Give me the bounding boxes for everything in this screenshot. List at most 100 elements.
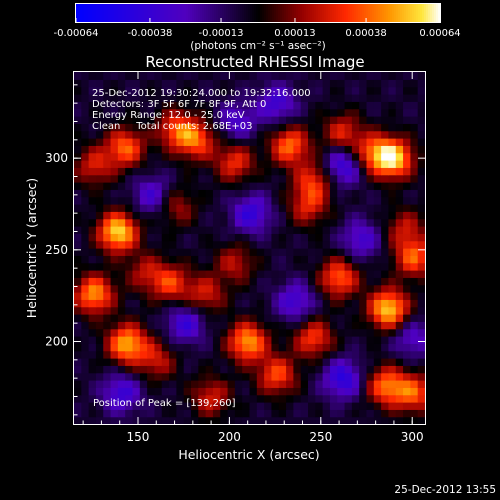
heatmap-cell <box>125 277 134 286</box>
heatmap-cell <box>74 299 82 308</box>
heatmap-cell <box>88 394 97 403</box>
heatmap-cell <box>191 416 199 425</box>
heatmap-cell <box>147 372 156 381</box>
heatmap-cell <box>315 86 324 95</box>
heatmap-cell <box>103 255 112 264</box>
heatmap-cell <box>132 314 141 322</box>
heatmap-cell <box>161 358 170 366</box>
heatmap-cell <box>176 240 185 249</box>
heatmap-cell <box>125 328 134 337</box>
heatmap-cell <box>256 262 265 271</box>
heatmap-cell <box>103 72 112 80</box>
heatmap-cell <box>381 211 390 220</box>
colorbar: -0.00064 -0.00038 -0.00013 0.00013 0.00038 0.… <box>54 3 461 52</box>
heatmap-cell <box>110 416 119 425</box>
heatmap-cell <box>329 262 338 271</box>
heatmap-cell <box>132 248 141 256</box>
heatmap-cell <box>147 130 156 139</box>
heatmap-cell <box>191 402 199 410</box>
heatmap-cell <box>359 160 368 168</box>
colorbar-segment <box>84 4 87 22</box>
heatmap-cell <box>169 108 177 117</box>
heatmap-cell <box>132 365 141 374</box>
heatmap-cell <box>103 79 112 88</box>
heatmap-cell <box>256 196 265 205</box>
heatmap-cell <box>88 270 97 278</box>
heatmap-cell <box>227 365 236 374</box>
heatmap-cell <box>410 123 419 132</box>
heatmap-cell <box>139 416 148 425</box>
heatmap-cell <box>344 116 353 124</box>
heatmap-cell <box>395 79 404 88</box>
heatmap-cell <box>286 387 294 396</box>
heatmap-cell <box>147 138 156 146</box>
heatmap-cell <box>308 306 316 315</box>
heatmap-cell <box>300 299 309 308</box>
heatmap-cell <box>132 416 141 425</box>
heatmap-cell <box>373 211 382 220</box>
heatmap-cell <box>117 372 126 381</box>
colorbar-segment <box>208 4 211 22</box>
heatmap-cell <box>351 94 360 102</box>
heatmap-cell <box>169 79 177 88</box>
heatmap-cell <box>315 416 324 425</box>
heatmap-cell <box>103 226 112 234</box>
heatmap-cell <box>315 372 324 381</box>
heatmap-cell <box>154 160 163 168</box>
heatmap-cell <box>125 372 134 381</box>
heatmap-cell <box>410 394 419 403</box>
heatmap-cell <box>88 204 97 212</box>
heatmap-cell <box>242 277 251 286</box>
heatmap-cell <box>110 174 119 183</box>
heatmap-cell <box>198 270 207 278</box>
heatmap-cell <box>329 182 338 190</box>
heatmap-cell <box>183 299 192 308</box>
heatmap-cell <box>322 167 331 176</box>
heatmap-cell <box>139 86 148 95</box>
heatmap-cell <box>169 101 177 110</box>
heatmap-cell <box>88 79 97 88</box>
heatmap-cell <box>286 94 294 102</box>
heatmap-cell <box>139 108 148 117</box>
heatmap-cell <box>161 255 170 264</box>
heatmap-cell <box>183 336 192 344</box>
colorbar-segment <box>356 4 359 22</box>
heatmap-cell <box>344 270 353 278</box>
colorbar-segment <box>216 4 219 22</box>
heatmap-cell <box>88 123 97 132</box>
heatmap-cell <box>110 226 119 234</box>
heatmap-cell <box>278 299 287 308</box>
heatmap-cell <box>308 262 316 271</box>
heatmap-cell <box>220 262 229 271</box>
heatmap-cell <box>81 130 90 139</box>
heatmap-cell <box>278 255 287 264</box>
heatmap-cell <box>198 299 207 308</box>
colorbar-segment <box>100 4 103 22</box>
heatmap-cell <box>300 270 309 278</box>
heatmap-cell <box>264 409 273 418</box>
heatmap-cell <box>110 101 119 110</box>
heatmap-cell <box>234 262 243 271</box>
heatmap-cell <box>308 101 316 110</box>
heatmap-cell <box>176 284 185 293</box>
heatmap-cell <box>176 189 185 198</box>
heatmap-cell <box>359 372 368 381</box>
heatmap-cell <box>249 284 258 293</box>
heatmap-cell <box>286 79 294 88</box>
heatmap-cell <box>329 189 338 198</box>
colorbar-segment <box>168 4 171 22</box>
heatmap-cell <box>74 226 82 234</box>
heatmap-cell <box>132 72 141 80</box>
heatmap-cell <box>191 343 199 352</box>
heatmap-cell <box>322 152 331 161</box>
heatmap-cell <box>315 350 324 359</box>
heatmap-cell <box>286 358 294 366</box>
heatmap-cell <box>110 189 119 198</box>
heatmap-cell <box>161 196 170 205</box>
annotation-energy-range: Energy Range: 12.0 - 25.0 keV <box>92 110 245 121</box>
heatmap-cell <box>161 160 170 168</box>
heatmap-cell <box>308 380 316 388</box>
heatmap-cell <box>417 336 426 344</box>
heatmap-cell <box>81 79 90 88</box>
heatmap-cell <box>417 196 426 205</box>
